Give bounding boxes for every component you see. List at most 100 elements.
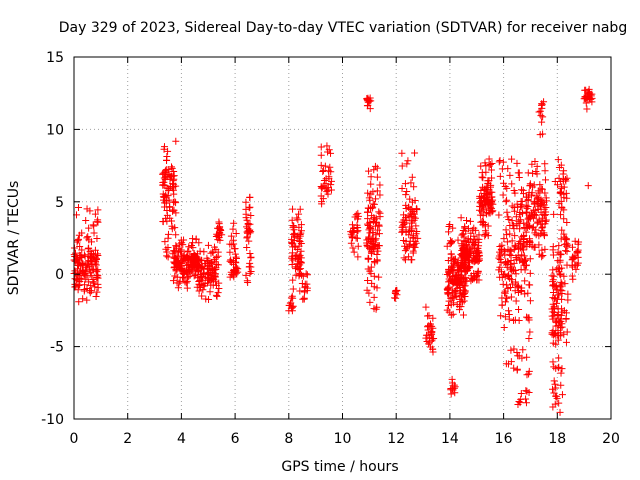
data-point	[172, 199, 180, 207]
data-point	[370, 166, 378, 174]
data-point	[476, 202, 484, 210]
data-point	[194, 267, 202, 275]
data-point	[78, 246, 86, 254]
data-point	[525, 370, 533, 378]
data-point	[292, 271, 300, 279]
data-point	[495, 254, 503, 262]
data-point	[484, 222, 492, 230]
data-point	[455, 279, 463, 287]
data-point	[206, 288, 214, 296]
data-point	[480, 194, 488, 202]
data-point	[561, 240, 569, 248]
data-point	[517, 287, 525, 295]
data-point	[371, 236, 379, 244]
data-point	[422, 331, 430, 339]
data-point	[511, 266, 519, 274]
data-point	[558, 203, 566, 211]
data-point	[204, 241, 212, 249]
data-point	[516, 211, 524, 219]
data-point	[475, 231, 483, 239]
data-point	[524, 169, 532, 177]
data-point	[244, 219, 252, 227]
data-point	[506, 230, 514, 238]
data-point	[227, 258, 235, 266]
data-point	[91, 210, 99, 218]
data-point	[320, 177, 328, 185]
data-point	[93, 218, 101, 226]
data-point	[72, 249, 80, 257]
data-point	[162, 166, 170, 174]
y-axis-label: SDTVAR / TECUs	[6, 181, 22, 296]
data-point	[542, 176, 550, 184]
data-point	[536, 107, 544, 115]
data-point	[390, 294, 398, 302]
data-point	[405, 203, 413, 211]
data-point	[376, 191, 384, 199]
data-point	[370, 200, 378, 208]
data-point	[324, 148, 332, 156]
data-point	[530, 211, 538, 219]
data-point	[81, 275, 89, 283]
data-point	[542, 216, 550, 224]
data-point	[516, 399, 524, 407]
data-point	[368, 247, 376, 255]
data-point	[180, 236, 188, 244]
data-point	[557, 197, 565, 205]
data-point	[93, 274, 101, 282]
y-tick-label: -10	[41, 412, 64, 428]
data-point	[556, 408, 564, 416]
data-point	[457, 250, 465, 258]
data-point	[575, 238, 583, 246]
data-point	[526, 297, 534, 305]
data-point	[563, 328, 571, 336]
data-point	[538, 214, 546, 222]
data-point	[198, 292, 206, 300]
data-point	[542, 194, 550, 202]
data-point	[511, 287, 519, 295]
data-point	[480, 198, 488, 206]
data-point	[289, 205, 297, 213]
data-point	[373, 303, 381, 311]
data-point	[532, 168, 540, 176]
data-point	[563, 247, 571, 255]
data-point	[555, 174, 563, 182]
data-point	[549, 281, 557, 289]
data-point	[539, 210, 547, 218]
data-point	[324, 190, 332, 198]
data-point	[496, 172, 504, 180]
data-point	[501, 313, 509, 321]
data-point	[317, 161, 325, 169]
data-point	[539, 251, 547, 259]
data-point	[86, 207, 94, 215]
data-point	[512, 270, 520, 278]
data-point	[78, 261, 86, 269]
data-point	[483, 210, 491, 218]
data-point	[521, 277, 529, 285]
data-point	[293, 245, 301, 253]
data-point	[561, 176, 569, 184]
data-point	[552, 384, 560, 392]
data-point	[517, 266, 525, 274]
data-point	[557, 369, 565, 377]
data-point	[214, 289, 222, 297]
data-point	[74, 203, 82, 211]
data-point	[538, 253, 546, 261]
data-point	[184, 258, 192, 266]
data-point	[506, 171, 514, 179]
data-point	[519, 246, 527, 254]
data-point	[525, 316, 533, 324]
data-point	[170, 258, 178, 266]
data-point	[506, 221, 514, 229]
data-point	[400, 219, 408, 227]
data-point	[558, 264, 566, 272]
data-point	[202, 295, 210, 303]
data-point	[515, 398, 523, 406]
data-point	[180, 267, 188, 275]
data-point	[446, 240, 454, 248]
data-point	[538, 185, 546, 193]
data-point	[461, 251, 469, 259]
data-point	[244, 227, 252, 235]
data-point	[526, 328, 534, 336]
data-point	[365, 233, 373, 241]
data-point	[535, 232, 543, 240]
